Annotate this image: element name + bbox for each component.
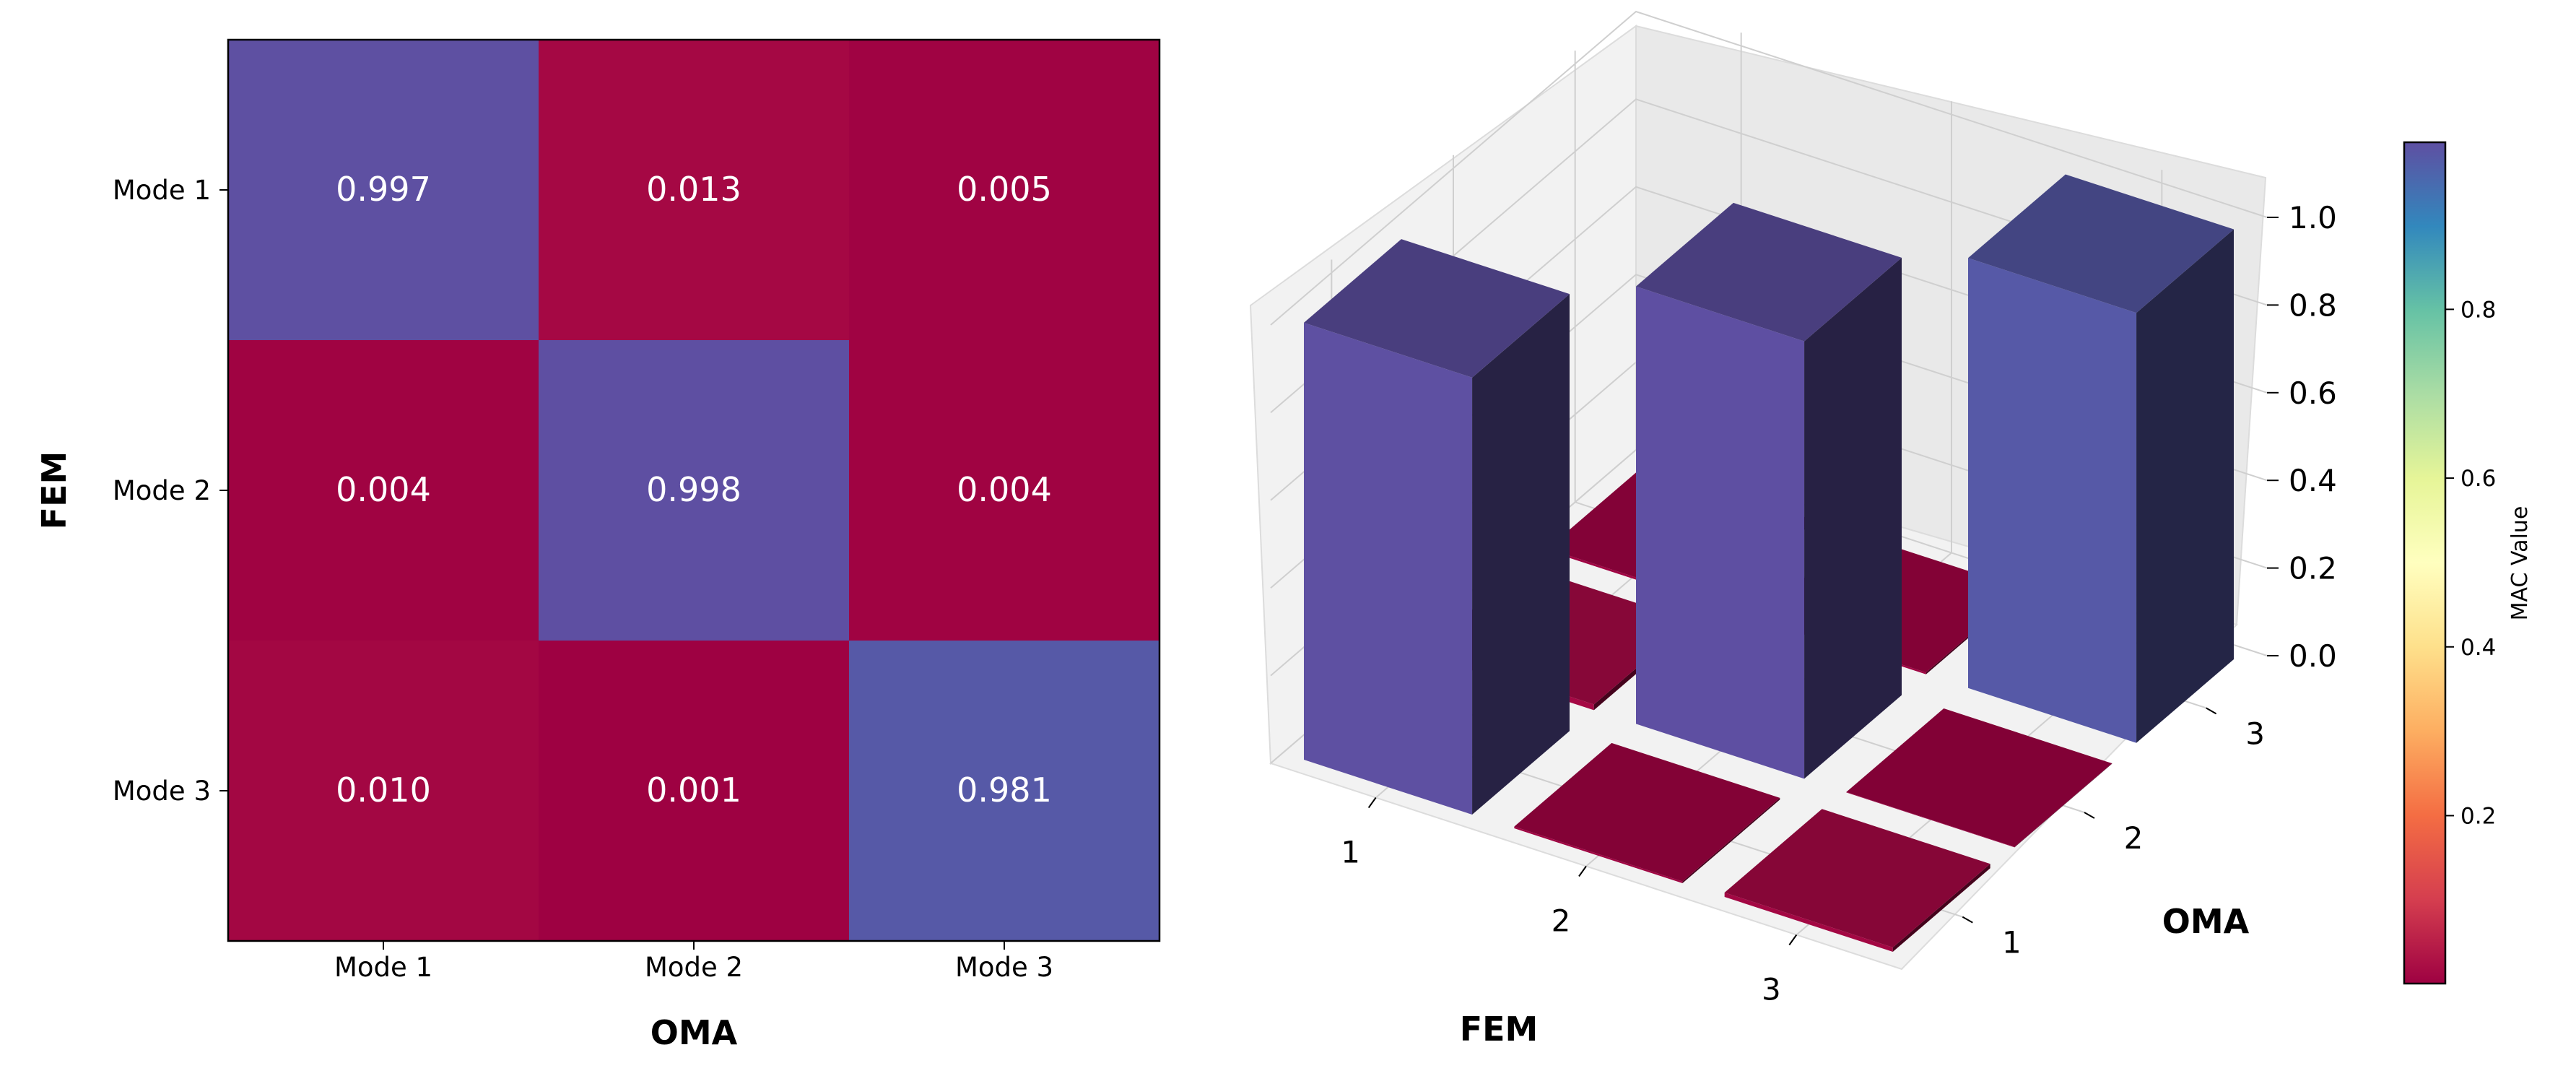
heatmap-x-tick-label: Mode 2 [645,952,743,983]
3d-bar-top [1304,239,1570,378]
3d-bar-top [1968,174,2234,313]
3d-ticks: 1 2 3 1 2 3 0.0 0.2 0.4 0.6 0.8 1.0 [1341,200,2336,1007]
heatmap-cell-label: 0.998 [646,470,741,509]
heatmap-cell [228,641,539,942]
3d-x-tick-label: 3 [1762,972,1781,1007]
3d-gridline [1270,10,2268,326]
heatmap-x-tick-label: Mode 3 [955,952,1053,983]
colorbar-gradient [2403,141,2447,985]
heatmap-y-tick-label: Mode 1 [113,175,211,206]
3d-z-tick-label: 0.4 [2289,463,2337,498]
colorbar-tick-label: 0.4 [2460,635,2496,661]
heatmap-cell [539,340,850,641]
heatmap-cell-label: 0.981 [957,771,1052,810]
3d-bar-front [1846,791,2015,848]
heatmap-cell-label: 0.004 [957,470,1052,509]
3d-x-tick [1788,934,1798,946]
bar3d-y-axis-label: OMA [2162,902,2250,941]
3d-bar-side [1682,797,1780,884]
mac-heatmap: 0.997 0.013 0.005 0.004 0.998 0.004 0.010 0.001… [35,38,1161,1052]
3d-bar-front [1968,258,2137,743]
3d-bar-side [2136,229,2234,743]
heatmap-y-ticks: Mode 1 Mode 2 Mode 3 [113,175,228,807]
colorbar: 0.2 0.4 0.6 0.8 MAC Value [2403,141,2533,985]
3d-x-tick [1578,865,1587,877]
3d-y-tick-label: 3 [2245,716,2265,751]
heatmap-cell-label: 0.005 [957,170,1052,209]
heatmap-cell [849,40,1160,341]
3d-bar-side [1472,294,1570,815]
3d-z-tick-label: 0.8 [2289,287,2337,323]
heatmap-y-tick-label: Mode 2 [113,475,211,506]
3d-bar-top [1846,708,2112,847]
heatmap-cell [849,340,1160,641]
heatmap-y-axis-label: FEM [35,451,74,530]
heatmap-y-tick-label: Mode 3 [113,776,211,807]
3d-y-tick [1962,916,1973,924]
3d-y-tick-label: 2 [2124,820,2144,856]
bar3d-x-axis-label: FEM [1460,1010,1539,1049]
mac-3d-bar-chart: 1 2 3 1 2 3 0.0 0.2 0.4 0.6 0.8 1.0 FEM OMA [1249,10,2337,1049]
3d-z-tick-label: 0.6 [2289,376,2337,411]
3d-x-tick [1367,797,1377,809]
3d-bar-front [1514,826,1683,884]
heatmap-cell-label: 0.997 [336,170,431,209]
3d-bars [1304,174,2234,953]
heatmap-cell [849,641,1160,942]
3d-bar-front [1636,286,1805,779]
3d-x-tick-label: 1 [1341,835,1360,870]
heatmap-x-tick-label: Mode 1 [334,952,432,983]
heatmap-x-axis-label: OMA [650,1013,738,1052]
3d-y-tick-label: 1 [2002,925,2022,960]
heatmap-cell [228,340,539,641]
3d-y-tick [2084,812,2095,819]
colorbar-tick-label: 0.6 [2460,466,2496,492]
heatmap-x-ticks: Mode 1 Mode 2 Mode 3 [334,941,1053,983]
3d-bar-side [1804,257,1902,779]
3d-z-tick-label: 1.0 [2289,200,2337,235]
3d-x-tick-label: 2 [1552,903,1571,939]
colorbar-tick-label: 0.2 [2460,803,2496,829]
colorbar-label: MAC Value [2507,506,2533,621]
heatmap-cell-labels: 0.997 0.013 0.005 0.004 0.998 0.004 0.010 0.001… [336,170,1052,810]
heatmap-cells [228,40,1160,942]
heatmap-cell-label: 0.010 [336,771,431,810]
3d-bar-front [1724,892,1893,953]
heatmap-cell-label: 0.013 [646,170,741,209]
3d-y-tick [2206,707,2217,715]
heatmap-cell-label: 0.004 [336,470,431,509]
3d-bar-top [1724,809,1990,947]
heatmap-cell [539,40,850,341]
3d-bar-top [1636,202,1902,342]
3d-z-tick-label: 0.2 [2289,551,2337,586]
colorbar-ticks: 0.2 0.4 0.6 0.8 [2445,297,2496,829]
heatmap-cell [228,40,539,341]
3d-bar-front [1304,322,1473,815]
3d-bar-top [1514,742,1780,882]
3d-bar-side [1892,864,1990,953]
heatmap-cell-label: 0.001 [646,771,741,810]
colorbar-tick-label: 0.8 [2460,297,2496,323]
heatmap-cell [539,641,850,942]
3d-bar-side [2014,763,2112,848]
3d-z-tick-label: 0.0 [2289,638,2337,674]
